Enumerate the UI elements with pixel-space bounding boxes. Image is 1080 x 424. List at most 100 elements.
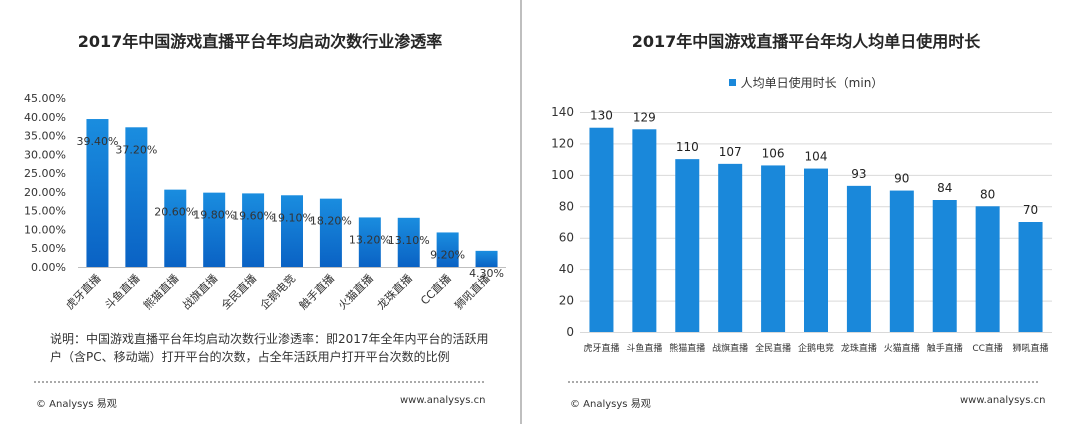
- right-bar: [846, 185, 871, 332]
- left-site-label: www.analysys.cn: [400, 395, 486, 406]
- right-footer-divider: [568, 381, 1038, 383]
- right-y-tick-label: 20: [559, 294, 574, 308]
- right-y-tick-label: 120: [551, 136, 574, 150]
- right-x-category-label: 虎牙直播: [583, 342, 619, 354]
- left-bar-value-label: 19.60%: [232, 209, 274, 222]
- right-bar-value-label: 84: [937, 181, 952, 195]
- left-y-tick-label: 40.00%: [24, 111, 66, 124]
- left-footer-divider: [34, 381, 484, 383]
- left-chart-svg: 0.00% 5.00% 10.00% 15.00% 20.00% 25.00% 30.00%…: [24, 92, 506, 312]
- left-bar-value-label: 13.20%: [349, 233, 391, 246]
- left-bar-value-label: 20.60%: [154, 206, 196, 219]
- right-x-category-label: 全民直播: [755, 342, 791, 354]
- right-bar-value-label: 130: [590, 109, 613, 123]
- left-brand-label: © Analysys 易观: [36, 399, 117, 410]
- legend-series-name: 人均单日使用时长（min）: [740, 76, 884, 90]
- left-bar: [242, 193, 265, 267]
- right-y-tick-label: 0: [566, 325, 574, 339]
- right-bar-value-label: 93: [851, 167, 866, 181]
- right-bar-value-label: 107: [719, 145, 742, 159]
- left-bar: [86, 119, 109, 267]
- left-bar: [319, 198, 342, 267]
- right-chart-legend: 人均单日使用时长（min）: [532, 74, 1080, 91]
- left-y-tick-label: 5.00%: [31, 242, 66, 255]
- right-site-label: www.analysys.cn: [960, 395, 1046, 406]
- right-brand-label: © Analysys 易观: [570, 399, 651, 410]
- right-x-category-label: 斗鱼直播: [626, 342, 662, 354]
- left-x-category-label: 虎牙直播: [63, 271, 104, 312]
- left-chart-note: 说明：中国游戏直播平台年均启动次数行业渗透率：即2017年全年内平台的活跃用户（…: [50, 332, 489, 364]
- left-y-tick-label: 35.00%: [24, 130, 66, 143]
- right-bar: [718, 163, 743, 332]
- left-y-tick-label: 30.00%: [24, 148, 66, 161]
- left-bar-value-label: 19.80%: [193, 209, 235, 222]
- right-x-category-label: 狮吼直播: [1013, 342, 1049, 354]
- right-bar: [975, 206, 1000, 332]
- left-x-category-label: 斗鱼直播: [101, 271, 142, 312]
- right-bar: [632, 129, 657, 332]
- legend-swatch: [728, 79, 736, 86]
- left-bar: [203, 192, 226, 267]
- left-bar: [281, 195, 303, 267]
- left-bar-value-label: 4.30%: [469, 267, 504, 280]
- left-y-tick-label: 25.00%: [24, 167, 66, 180]
- right-y-tick-label: 80: [559, 199, 574, 213]
- left-bar: [164, 189, 187, 267]
- right-bar-value-label: 80: [980, 187, 995, 201]
- right-bar: [932, 200, 957, 332]
- right-chart-svg: 0 20 40 60 80 100 120 140 130 虎牙直播 129 斗鱼直播 110 熊猫直播 1…: [551, 105, 1052, 354]
- right-y-tick-label: 140: [551, 105, 574, 119]
- left-bar: [397, 217, 420, 267]
- right-bar-value-label: 110: [676, 140, 699, 154]
- left-x-category-label: 火猫直播: [335, 271, 376, 312]
- left-bar-value-label: 39.40%: [76, 135, 118, 148]
- right-bar-value-label: 129: [633, 110, 656, 124]
- left-y-tick-label: 0.00%: [31, 261, 66, 274]
- left-bar-value-label: 9.20%: [430, 248, 465, 261]
- right-x-category-label: CC直播: [972, 342, 1003, 354]
- left-bar: [358, 217, 381, 267]
- right-x-category-label: 企鹅电竞: [798, 342, 834, 354]
- right-x-category-label: 熊猫直播: [669, 342, 705, 354]
- right-bar: [675, 159, 700, 332]
- right-x-category-label: 龙珠直播: [841, 342, 877, 354]
- left-x-category-label: CC直播: [417, 271, 453, 307]
- left-x-category-label: 企鹅电竞: [257, 271, 298, 312]
- right-x-category-label: 触手直播: [927, 342, 963, 354]
- left-y-tick-label: 10.00%: [24, 223, 66, 236]
- left-y-tick-label: 15.00%: [24, 205, 66, 218]
- right-chart-title: 2017年中国游戏直播平台年均人均单日使用时长: [631, 32, 981, 51]
- left-chart-panel: 2017年中国游戏直播平台年均启动次数行业渗透率 0.00% 5.00% 10.00…: [0, 0, 520, 424]
- right-bar: [1018, 222, 1043, 332]
- right-y-tick-label: 40: [559, 262, 574, 276]
- right-bar-value-label: 70: [1023, 203, 1038, 217]
- left-y-tick-label: 45.00%: [24, 92, 66, 105]
- left-x-category-label: 触手直播: [296, 271, 337, 312]
- left-x-category-label: 战旗直播: [179, 271, 220, 312]
- left-y-tick-label: 20.00%: [24, 186, 66, 199]
- left-x-category-label: 全民直播: [218, 271, 259, 312]
- left-bar-value-label: 13.10%: [388, 234, 430, 247]
- left-chart-title: 2017年中国游戏直播平台年均启动次数行业渗透率: [77, 32, 443, 51]
- right-x-category-label: 战旗直播: [712, 342, 748, 354]
- left-bar-value-label: 19.10%: [271, 211, 313, 224]
- right-bar-value-label: 90: [894, 172, 909, 186]
- left-bar: [125, 127, 148, 267]
- left-x-category-label: 熊猫直播: [140, 271, 181, 312]
- left-bar-value-label: 18.20%: [310, 215, 352, 228]
- left-x-category-label: 龙珠直播: [374, 271, 415, 312]
- right-y-tick-label: 100: [551, 168, 574, 182]
- right-chart-panel: 2017年中国游戏直播平台年均人均单日使用时长 人均单日使用时长（min） 0 2…: [532, 0, 1080, 424]
- right-bar: [804, 168, 828, 332]
- left-bar-value-label: 37.20%: [115, 143, 157, 156]
- left-bar: [436, 232, 459, 267]
- right-x-category-label: 火猫直播: [884, 342, 920, 354]
- panel-divider: [520, 0, 522, 424]
- right-y-tick-label: 60: [559, 231, 574, 245]
- right-bar: [589, 127, 614, 332]
- right-bar-value-label: 104: [805, 150, 828, 164]
- right-bar-value-label: 106: [762, 146, 785, 160]
- right-bar: [889, 190, 914, 332]
- left-bar: [475, 250, 498, 267]
- right-bar: [761, 165, 786, 332]
